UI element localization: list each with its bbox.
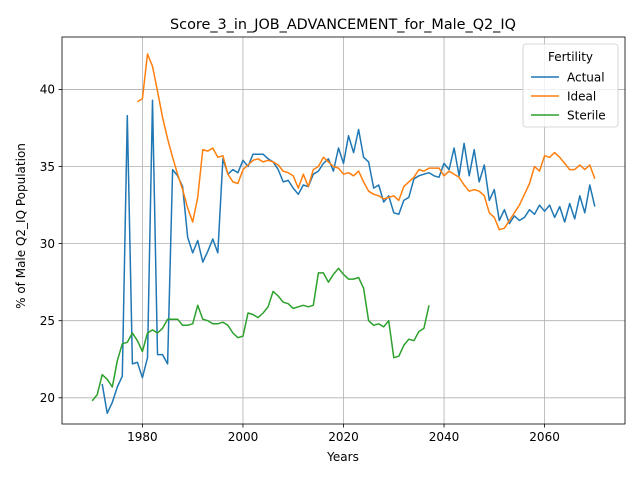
legend-entry: Sterile	[567, 108, 606, 122]
legend-title: Fertility	[548, 50, 593, 64]
y-axis: 20 25 30 35 40	[40, 83, 62, 405]
chart-title: Score_3_in_JOB_ADVANCEMENT_for_Male_Q2_I…	[170, 17, 516, 33]
x-tick-label: 2000	[228, 430, 259, 444]
series-line-ideal	[137, 53, 596, 231]
y-tick-label: 25	[40, 314, 55, 328]
x-tick-label: 1980	[127, 430, 158, 444]
series-line-actual	[101, 99, 596, 414]
y-tick-label: 35	[40, 160, 55, 174]
y-tick-label: 20	[40, 391, 55, 405]
y-axis-label: % of Male Q2_IQ Population	[14, 143, 28, 309]
x-axis-label: Years	[326, 450, 359, 464]
y-tick-label: 30	[40, 237, 55, 251]
x-tick-label: 2040	[429, 430, 460, 444]
x-axis: 1980 2000 2020 2040 2060	[127, 424, 560, 444]
x-tick-label: 2020	[328, 430, 359, 444]
legend: Fertility Actual Ideal Sterile	[522, 43, 619, 128]
plot-area	[91, 53, 596, 414]
series-line-sterile	[91, 267, 430, 402]
x-tick-label: 2060	[529, 430, 560, 444]
legend-box	[522, 43, 619, 128]
y-tick-label: 40	[40, 83, 55, 97]
legend-entry: Actual	[567, 70, 605, 84]
legend-entry: Ideal	[567, 89, 596, 103]
